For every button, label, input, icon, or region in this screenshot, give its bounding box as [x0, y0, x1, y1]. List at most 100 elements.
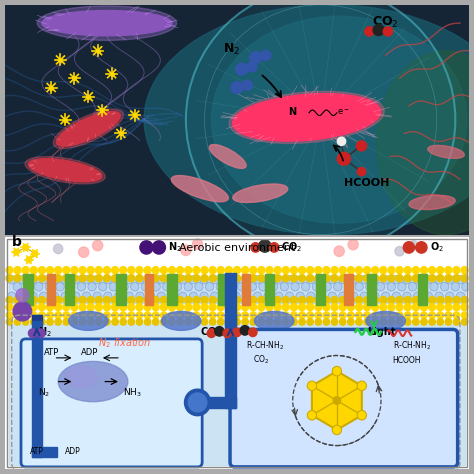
Circle shape	[356, 141, 366, 151]
Circle shape	[349, 292, 358, 301]
Circle shape	[412, 297, 419, 304]
Circle shape	[30, 266, 37, 274]
Circle shape	[6, 275, 13, 282]
Circle shape	[243, 275, 251, 284]
Circle shape	[226, 297, 232, 304]
Circle shape	[307, 381, 317, 391]
Circle shape	[131, 283, 139, 291]
Circle shape	[315, 319, 321, 325]
Circle shape	[144, 297, 151, 304]
Circle shape	[30, 312, 37, 319]
Circle shape	[428, 266, 436, 274]
Circle shape	[6, 297, 13, 304]
Circle shape	[274, 312, 281, 319]
Circle shape	[334, 246, 344, 256]
Circle shape	[39, 292, 48, 301]
Circle shape	[429, 312, 435, 319]
Circle shape	[331, 297, 338, 304]
Circle shape	[136, 266, 143, 274]
Circle shape	[6, 304, 13, 311]
Circle shape	[243, 292, 251, 301]
Circle shape	[270, 283, 278, 291]
Circle shape	[307, 312, 313, 319]
Circle shape	[186, 0, 456, 253]
Circle shape	[168, 275, 176, 284]
Circle shape	[299, 312, 305, 319]
Circle shape	[82, 275, 91, 284]
Circle shape	[249, 52, 262, 64]
Circle shape	[221, 275, 229, 284]
Circle shape	[39, 275, 48, 284]
Circle shape	[63, 304, 70, 311]
Circle shape	[453, 275, 460, 282]
Circle shape	[283, 266, 289, 274]
Circle shape	[87, 266, 94, 274]
Circle shape	[240, 326, 249, 335]
Circle shape	[79, 275, 86, 282]
Circle shape	[339, 275, 346, 282]
Circle shape	[371, 292, 379, 301]
Ellipse shape	[210, 145, 246, 168]
Circle shape	[364, 304, 371, 311]
Circle shape	[323, 304, 330, 311]
Circle shape	[234, 319, 240, 325]
Circle shape	[39, 312, 45, 319]
Circle shape	[430, 283, 438, 291]
Circle shape	[72, 292, 80, 301]
Circle shape	[307, 266, 314, 274]
Circle shape	[152, 304, 159, 311]
Circle shape	[236, 63, 248, 75]
Circle shape	[193, 312, 200, 319]
Circle shape	[201, 297, 208, 304]
Circle shape	[347, 275, 354, 282]
Circle shape	[242, 319, 248, 325]
Circle shape	[307, 319, 313, 325]
Circle shape	[456, 275, 465, 284]
Circle shape	[120, 312, 127, 319]
Circle shape	[14, 304, 21, 311]
Circle shape	[323, 275, 330, 282]
Circle shape	[185, 312, 191, 319]
Circle shape	[318, 275, 326, 284]
Circle shape	[195, 283, 203, 291]
Circle shape	[45, 283, 54, 291]
Circle shape	[372, 275, 379, 282]
Circle shape	[356, 304, 363, 311]
Circle shape	[54, 244, 63, 254]
Circle shape	[218, 312, 224, 319]
Circle shape	[179, 275, 187, 284]
Circle shape	[428, 297, 436, 304]
Circle shape	[71, 312, 78, 319]
Circle shape	[261, 50, 271, 60]
Circle shape	[200, 275, 208, 284]
Circle shape	[6, 266, 13, 274]
Circle shape	[153, 319, 159, 325]
Circle shape	[299, 266, 306, 274]
Circle shape	[61, 275, 69, 284]
Ellipse shape	[233, 184, 288, 202]
Text: Light: Light	[367, 327, 395, 337]
Text: b: b	[12, 236, 22, 249]
Bar	[367, 274, 376, 305]
Bar	[316, 274, 325, 305]
Circle shape	[323, 319, 330, 325]
Circle shape	[103, 266, 110, 274]
Circle shape	[339, 292, 347, 301]
Circle shape	[264, 292, 272, 301]
Circle shape	[383, 27, 392, 36]
Bar	[198, 397, 236, 408]
Circle shape	[63, 297, 70, 304]
Circle shape	[161, 312, 167, 319]
Circle shape	[424, 292, 433, 301]
Circle shape	[356, 312, 362, 319]
Circle shape	[144, 312, 151, 319]
Circle shape	[453, 297, 460, 304]
Circle shape	[125, 292, 133, 301]
Circle shape	[453, 304, 460, 311]
Circle shape	[39, 319, 45, 325]
Circle shape	[16, 289, 29, 302]
Circle shape	[128, 304, 135, 311]
Circle shape	[462, 283, 470, 291]
Circle shape	[339, 275, 347, 284]
Circle shape	[189, 275, 198, 284]
